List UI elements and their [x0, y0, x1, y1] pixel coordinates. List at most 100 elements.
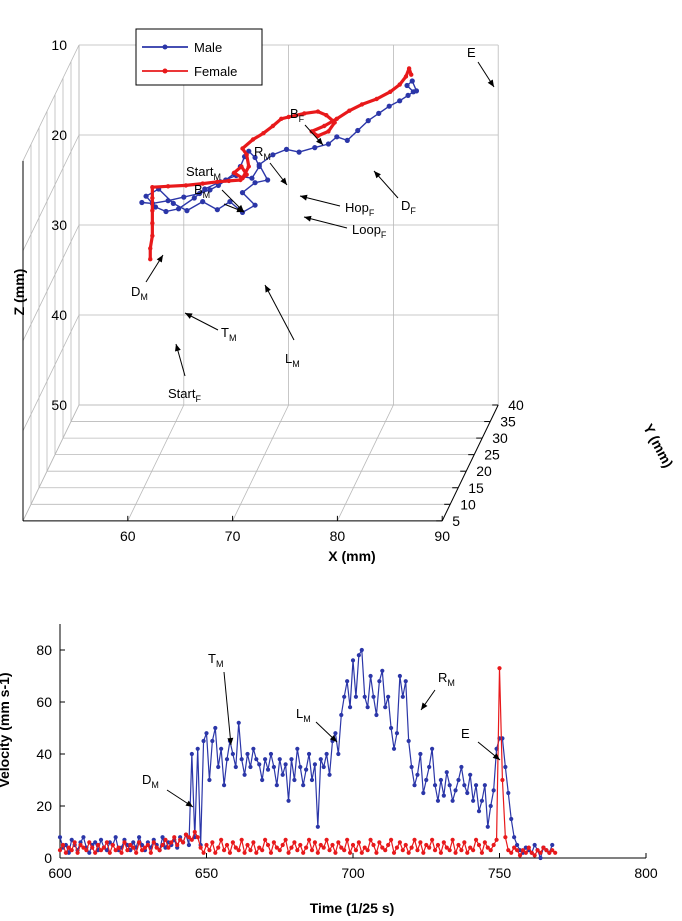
male-velocity-point	[336, 751, 341, 757]
male-velocity-point	[482, 783, 487, 788]
female-velocity-point	[421, 850, 426, 855]
legend-box	[135, 28, 263, 86]
male-velocity-point	[268, 751, 274, 757]
male-velocity-point	[230, 751, 235, 757]
female-velocity-point	[447, 848, 452, 853]
female-velocity-point	[538, 850, 543, 855]
female-velocity-point	[444, 845, 449, 850]
male-velocity-point	[236, 720, 241, 725]
male-velocity-point	[424, 777, 429, 783]
female-velocity-point	[292, 840, 297, 845]
annotation-arrowhead	[421, 702, 428, 710]
y-axis-label-3d: Y (mm)	[640, 421, 676, 470]
female-velocity-point	[148, 850, 153, 855]
male-velocity-point	[216, 764, 221, 770]
male-velocity-point	[265, 767, 271, 772]
male-velocity-point	[204, 731, 209, 736]
male-velocity-point	[113, 835, 118, 840]
annotation-sub: F	[299, 114, 305, 124]
female-point	[374, 96, 379, 102]
female-velocity-point	[468, 845, 473, 850]
female-velocity-point	[342, 848, 347, 853]
female-velocity-point	[471, 848, 476, 853]
male-velocity-point	[87, 850, 92, 855]
annotation-main: B	[194, 182, 203, 197]
female-velocity-point	[227, 850, 233, 855]
female-velocity-point	[166, 845, 171, 850]
annotation-arrowhead	[492, 753, 500, 760]
annotation-label: StartF	[168, 386, 201, 404]
male-velocity-point	[397, 673, 402, 679]
male-velocity-point	[69, 837, 74, 842]
female-velocity-point	[418, 840, 423, 845]
male-point	[312, 145, 318, 151]
female-velocity-point	[119, 850, 124, 855]
female-velocity-point	[210, 840, 215, 845]
female-velocity-point	[63, 850, 68, 855]
grid-line	[337, 404, 394, 522]
female-point	[200, 181, 205, 186]
male-velocity-point	[339, 712, 344, 718]
female-velocity-point	[438, 850, 443, 855]
female-velocity-point	[265, 842, 271, 848]
annotation-label: E	[461, 726, 470, 741]
male-velocity-point	[365, 705, 370, 710]
male-point	[376, 110, 382, 116]
female-velocity-point	[172, 835, 177, 840]
female-velocity-point	[125, 848, 130, 853]
annotation-sub: M	[229, 333, 237, 343]
female-velocity-point	[506, 848, 511, 853]
female-velocity-point	[239, 837, 244, 842]
male-point	[334, 134, 340, 140]
y-tick-label: 35	[500, 414, 516, 430]
female-velocity-point	[98, 848, 104, 853]
female-velocity-point	[324, 837, 329, 842]
female-velocity-point	[180, 840, 186, 845]
male-velocity-point	[485, 824, 490, 829]
male-point	[181, 194, 187, 200]
female-velocity-point	[251, 840, 256, 845]
female-velocity-point	[453, 850, 458, 855]
female-velocity-point	[520, 848, 526, 853]
female-velocity-point	[160, 842, 165, 848]
x-tick-label: 60	[120, 528, 136, 544]
female-velocity-point	[318, 842, 323, 848]
female-velocity-point	[356, 840, 361, 845]
male-velocity-point	[260, 777, 265, 783]
z-tick-label: 30	[51, 217, 67, 233]
female-point	[309, 129, 314, 134]
annotation-arrowhead	[300, 194, 308, 201]
male-point	[170, 200, 176, 206]
female-velocity-point	[306, 837, 312, 842]
annotation-main: Hop	[345, 200, 369, 215]
male-velocity-point	[186, 842, 192, 848]
female-velocity-point	[219, 837, 224, 842]
female-velocity-point	[72, 840, 77, 845]
female-velocity-point	[550, 848, 555, 853]
y-axis-line	[441, 404, 499, 522]
female-velocity-point	[233, 845, 238, 850]
male-velocity-point	[430, 746, 435, 751]
annotation-sub: F	[410, 206, 416, 216]
female-velocity-point	[213, 850, 218, 855]
female-velocity-point	[128, 842, 133, 848]
male-velocity-point	[371, 694, 376, 699]
female-velocity-point	[245, 842, 250, 848]
male-velocity-point	[350, 658, 356, 663]
male-velocity-point	[160, 835, 165, 840]
female-point	[347, 108, 352, 113]
female-velocity-point	[371, 842, 376, 848]
male-velocity-point	[386, 694, 391, 699]
annotation-label: BM	[194, 182, 210, 200]
male-velocity-point	[421, 790, 426, 796]
female-velocity-point	[479, 850, 485, 855]
female-point	[150, 221, 155, 226]
female-point	[148, 257, 153, 262]
female-velocity-point	[295, 848, 300, 853]
male-velocity-point	[468, 772, 473, 777]
female-velocity-point	[336, 840, 341, 845]
annotation-label: TM	[221, 325, 236, 343]
female-velocity-point	[435, 842, 441, 848]
female-velocity-point	[95, 842, 101, 848]
annotation-arrowhead	[265, 285, 271, 293]
